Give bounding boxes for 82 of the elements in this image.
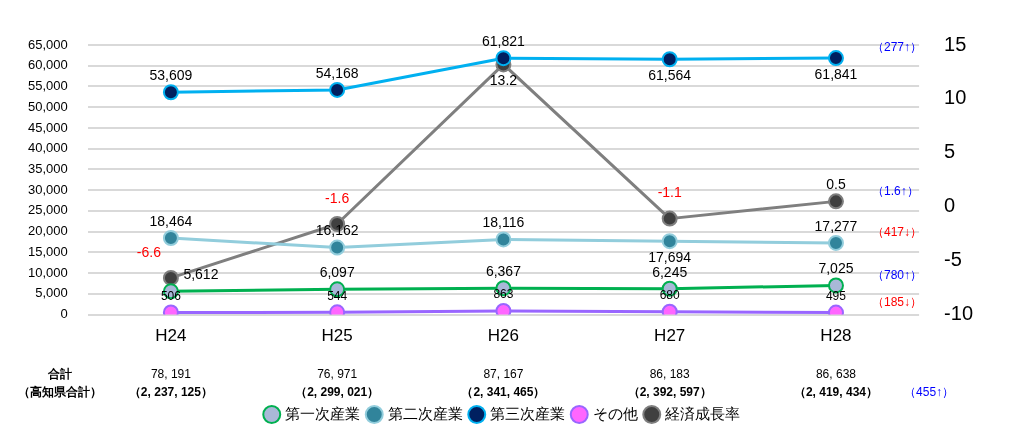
data-label: 61,564 [648, 67, 692, 84]
data-label: 13.2 [489, 72, 518, 89]
legend-label: 第二次産業 [387, 404, 463, 422]
point [329, 239, 346, 256]
data-label: 5,612 [183, 266, 219, 283]
x-tick-label: H28 [820, 326, 852, 346]
point [661, 210, 678, 227]
annotation: （780↑） [871, 267, 922, 282]
point [827, 234, 844, 251]
x-tick-label: H25 [321, 326, 353, 346]
y-tick-label: 35,000 [28, 161, 68, 177]
annotation: （277↑） [871, 40, 922, 55]
text: 86, 183 [649, 367, 691, 382]
x-tick-label: H24 [155, 326, 187, 346]
point [162, 230, 179, 247]
data-label: 495 [825, 288, 847, 303]
data-label: -1.6 [325, 189, 350, 206]
point [661, 51, 678, 68]
point [827, 193, 844, 210]
data-label: 18,116 [482, 214, 525, 231]
text: （455↑） [904, 385, 955, 400]
y-tick-label: 20,000 [28, 223, 68, 239]
point [495, 50, 512, 67]
y-tick-label: 5,000 [35, 285, 68, 301]
y2-tick-label: -10 [944, 302, 973, 325]
data-label: 7,025 [818, 260, 854, 277]
data-label: 54,168 [315, 64, 359, 81]
data-label: 6,097 [319, 264, 355, 281]
text: （2, 419, 434） [793, 385, 878, 400]
text: 87, 167 [483, 367, 524, 382]
text: 合計 [47, 367, 72, 382]
point [162, 84, 179, 101]
y-tick-label: 15,000 [28, 243, 68, 259]
text: （2, 237, 125） [128, 385, 213, 400]
data-label: 18,464 [149, 212, 193, 229]
point [329, 81, 346, 98]
data-label: 0.5 [826, 176, 846, 193]
y2-tick-label: 15 [944, 32, 967, 55]
legend-label: その他 [592, 404, 638, 422]
point [661, 233, 678, 250]
y-tick-label: 0 [60, 306, 68, 322]
data-label: 6,367 [485, 263, 522, 280]
text: （2, 299, 021） [295, 385, 380, 400]
text: （2, 392, 597） [627, 385, 712, 400]
x-tick-label: H27 [654, 326, 686, 346]
point [827, 50, 844, 67]
y-tick-label: 30,000 [28, 181, 68, 197]
y2-tick-label: -5 [944, 248, 962, 271]
y2-tick-label: 0 [944, 194, 956, 217]
data-label: 16,162 [315, 222, 359, 239]
y-tick-label: 10,000 [28, 264, 68, 280]
annotation: （1.6↑） [871, 183, 919, 198]
text: 86, 638 [815, 367, 857, 382]
data-label: 17,277 [814, 217, 858, 234]
annotation: （417↓） [871, 225, 922, 240]
data-label: 61,841 [814, 65, 858, 82]
legend-label: 第一次産業 [285, 404, 361, 422]
y2-tick-label: 10 [944, 86, 967, 109]
data-label: 61,821 [482, 33, 526, 50]
y-tick-label: 45,000 [28, 119, 68, 135]
legend-label: 第三次産業 [490, 404, 566, 422]
data-label: 53,609 [149, 67, 193, 84]
y-tick-label: 50,000 [28, 98, 68, 114]
text: 76, 971 [317, 367, 358, 382]
annotation: （185↓） [871, 294, 922, 309]
data-label: 6,245 [652, 263, 688, 280]
legend-label: 経済成長率 [664, 404, 741, 422]
point [162, 269, 179, 286]
y2-tick-label: 5 [944, 140, 956, 163]
text: （高知県合計） [18, 385, 102, 400]
data-label: -1.1 [657, 184, 682, 201]
text: 78, 191 [150, 367, 192, 382]
data-label: -6.6 [136, 243, 162, 260]
y-tick-label: 65,000 [28, 36, 68, 52]
y-tick-label: 40,000 [28, 140, 68, 156]
x-tick-label: H26 [487, 326, 520, 346]
data-label: 17,694 [648, 249, 692, 266]
y-tick-label: 60,000 [28, 57, 68, 73]
text: （2, 341, 465） [461, 385, 546, 400]
point [495, 231, 512, 248]
y-tick-label: 25,000 [28, 202, 68, 218]
y-tick-label: 55,000 [28, 78, 68, 94]
